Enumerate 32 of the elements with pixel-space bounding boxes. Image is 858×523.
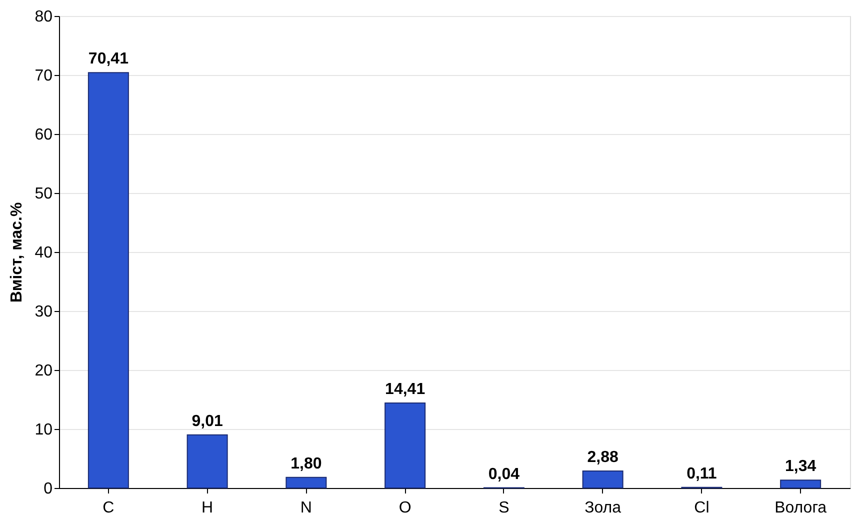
- y-tick-label: 20: [34, 362, 53, 380]
- x-tick-label: C: [102, 500, 114, 516]
- data-label: 14,41: [385, 380, 426, 398]
- x-tick-label: Волога: [774, 500, 827, 516]
- x-tick-label: Зола: [584, 500, 622, 516]
- data-label: 9,01: [192, 412, 223, 430]
- y-tick-label: 30: [34, 304, 53, 320]
- bar: [286, 476, 327, 488]
- y-tick-label: 80: [34, 8, 53, 26]
- y-axis-title: Вміст, мас.%: [8, 202, 26, 303]
- y-tick-label: 0: [44, 480, 53, 498]
- x-tick-label: O: [398, 500, 412, 516]
- data-label: 1,80: [290, 455, 322, 472]
- bar: [88, 72, 129, 488]
- data-label: 2,88: [587, 449, 618, 466]
- data-label: 1,34: [784, 458, 816, 476]
- bar: [186, 434, 228, 488]
- x-tick-label: S: [498, 500, 510, 516]
- data-label: 70,41: [88, 50, 129, 68]
- bar: [780, 480, 822, 488]
- bar: [384, 402, 426, 488]
- data-label: 0,11: [686, 465, 717, 482]
- x-tick-label: N: [300, 500, 312, 516]
- x-tick-label: Cl: [694, 500, 710, 516]
- y-tick-label: 70: [34, 68, 53, 84]
- x-tick-label: H: [202, 500, 214, 516]
- y-tick-label: 40: [34, 244, 53, 262]
- y-tick-label: 60: [34, 126, 53, 144]
- y-tick-label: 50: [34, 186, 53, 202]
- data-label: 0,04: [488, 466, 520, 483]
- y-tick-label: 10: [34, 422, 53, 438]
- bar: [582, 470, 624, 488]
